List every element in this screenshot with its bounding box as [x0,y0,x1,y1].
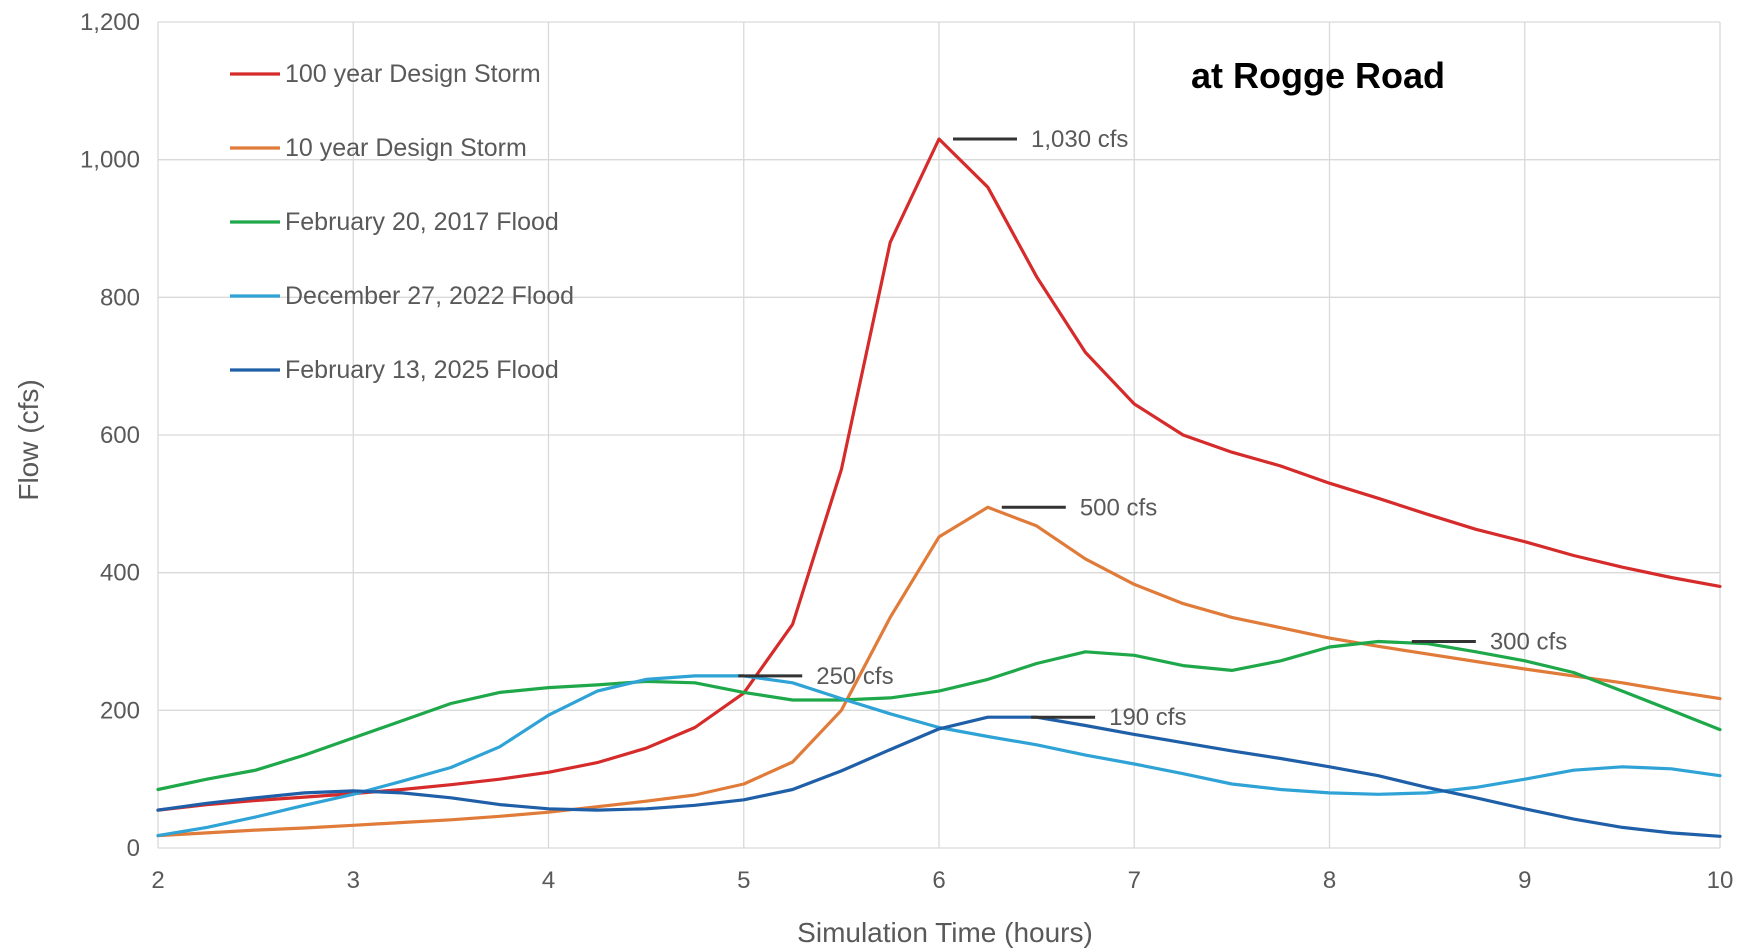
y-tick-label: 600 [100,422,140,449]
legend: 100 year Design Storm 10 year Design Stor… [230,60,574,384]
chart-title: at Rogge Road [1191,55,1445,96]
y-tick-label: 400 [100,560,140,587]
series-line-3 [156,639,1722,792]
y-axis-title: Flow (cfs) [13,379,44,500]
x-tick-label: 3 [347,867,360,894]
y-tick-label: 1,000 [80,147,140,174]
x-tick-label: 10 [1707,867,1734,894]
annotations: 1,030 cfs 500 cfs 250 cfs 190 cfs 300 cfs [738,126,1567,731]
x-tick-label: 9 [1518,867,1531,894]
y-tick-label: 0 [127,835,140,862]
gridlines [157,21,1721,849]
x-tick-label: 7 [1128,867,1141,894]
annotation-label: 250 cfs [816,663,893,690]
x-tick-label: 6 [932,867,945,894]
x-tick-label: 8 [1323,867,1336,894]
axis-ticks: 0 200 400 600 800 1,000 1,200 2 3 4 5 6 7 8 9 10 [80,9,1733,894]
legend-label: February 13, 2025 Flood [285,356,559,384]
x-tick-label: 5 [737,867,750,894]
y-tick-label: 200 [100,697,140,724]
legend-label: December 27, 2022 Flood [285,282,574,310]
legend-label: 10 year Design Storm [285,134,527,162]
legend-label: February 20, 2017 Flood [285,208,559,236]
x-tick-label: 2 [151,867,164,894]
series-line-1 [156,137,1722,812]
annotation-label: 190 cfs [1109,704,1186,731]
series-line-2 [156,505,1722,838]
annotation-label: 1,030 cfs [1031,126,1128,153]
x-tick-label: 4 [542,867,555,894]
legend-label: 100 year Design Storm [285,60,541,88]
y-tick-label: 800 [100,284,140,311]
annotation-label: 300 cfs [1490,629,1567,656]
annotation-label: 500 cfs [1080,494,1157,521]
series-line-5 [156,715,1722,838]
x-axis-title: Simulation Time (hours) [797,917,1093,948]
y-tick-label: 1,200 [80,9,140,36]
series-lines [156,137,1722,838]
